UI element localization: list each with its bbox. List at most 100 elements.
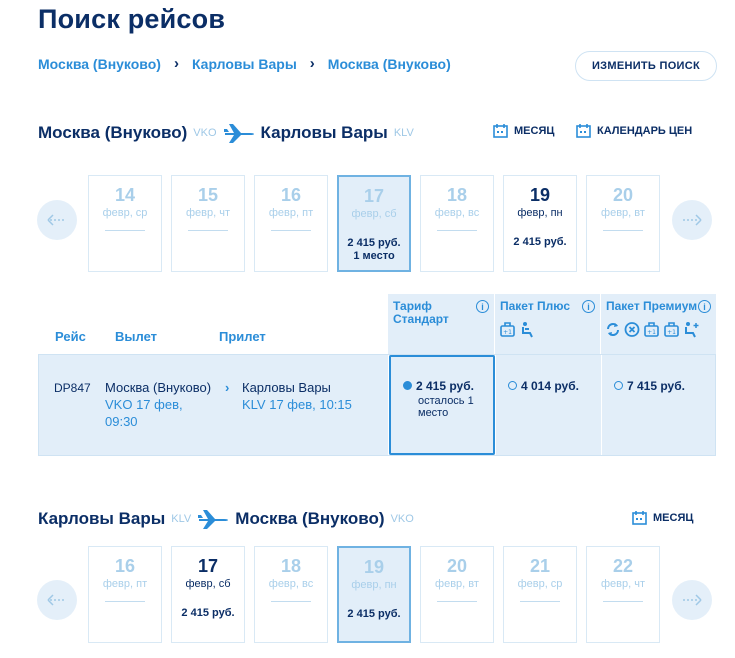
day-card[interactable]: 18 февр, вс [254, 546, 328, 643]
day-card[interactable]: 21 февр, ср [503, 546, 577, 643]
day-card[interactable]: 20 февр, вт [420, 546, 494, 643]
day-number: 20 [446, 556, 468, 576]
route-from: Москва (Внуково) [38, 123, 188, 142]
fare-price: 4 014 руб. [521, 379, 579, 393]
fare-price: 2 415 руб. [416, 379, 474, 393]
day-card[interactable]: 19 февр, пн 2 415 руб. [503, 175, 577, 272]
return-prev-days-arrow[interactable] [37, 580, 77, 620]
return-route-title: Карловы Вары KLV Москва (Внуково) VKO [38, 508, 414, 530]
tariff-features: +1 [499, 321, 536, 338]
next-days-arrow[interactable] [672, 200, 712, 240]
day-card[interactable]: 18 февр, вс [420, 175, 494, 272]
day-price: 2 415 руб. [347, 608, 401, 620]
no-price-dash [105, 230, 145, 232]
day-number: 20 [612, 185, 634, 205]
cancel-icon [624, 322, 640, 337]
day-number: 16 [280, 185, 302, 205]
fare-standard[interactable]: 2 415 руб. осталось 1 место [389, 355, 495, 455]
baggage-icon: +1 [644, 322, 659, 337]
day-card[interactable]: 14 февр, ср [88, 175, 162, 272]
departure-city: Москва (Внуково) [105, 380, 212, 395]
day-date: февр, чт [185, 207, 230, 219]
seat-icon [522, 322, 533, 338]
flights-table-header: Рейс Вылет Прилет Тариф Стандарт i Пакет… [38, 294, 716, 354]
day-card[interactable]: 20 февр, вт [586, 175, 660, 272]
svg-text:+1: +1 [647, 329, 656, 336]
calendar-icon [576, 124, 591, 138]
col-flight: Рейс [55, 329, 86, 344]
breadcrumb-return[interactable]: Москва (Внуково) [327, 55, 451, 72]
fare-note: осталось 1 место [418, 395, 474, 419]
day-number: 22 [612, 556, 634, 576]
day-card[interactable]: 16 февр, пт [254, 175, 328, 272]
day-date: февр, сб [351, 208, 397, 220]
day-card[interactable]: 17 февр, сб 2 415 руб. 1 место [337, 175, 411, 272]
month-label: МЕСЯЦ [514, 125, 555, 137]
breadcrumb: Москва (Внуково) › Карловы Вары › Москва… [38, 55, 451, 72]
breadcrumb-origin[interactable]: Москва (Внуково) [38, 55, 161, 72]
no-price-dash [437, 230, 477, 232]
arrow-right-icon [683, 214, 702, 226]
return-month-button[interactable]: МЕСЯЦ [632, 511, 693, 525]
fare-premium[interactable]: 7 415 руб. [602, 355, 715, 455]
chevron-right-icon: › [173, 55, 179, 72]
day-date: февр, чт [600, 578, 645, 590]
chevron-right-icon: › [309, 55, 315, 72]
day-price: 2 415 руб. 1 место [347, 237, 401, 262]
tariff-features: +1 +1 [605, 321, 700, 338]
day-date: февр, вт [435, 578, 479, 590]
no-price-dash [437, 601, 477, 603]
outbound-route-title: Москва (Внуково) VKO Карловы Вары KLV [38, 122, 414, 144]
baggage-icon: +1 [664, 322, 679, 337]
calendar-icon [493, 124, 508, 138]
arrival-info: Карловы Вары KLV 17 фев, 10:15 [242, 379, 382, 413]
no-price-dash [603, 601, 643, 603]
breadcrumb-destination[interactable]: Карловы Вары [191, 55, 297, 72]
tariff-name: Пакет Премиум [606, 299, 698, 313]
calendar-icon [632, 511, 647, 525]
day-price: 2 415 руб. [513, 236, 567, 248]
no-price-dash [105, 601, 145, 603]
route-from-code: VKO [193, 127, 217, 139]
day-date: февр, пт [268, 207, 314, 219]
day-date: февр, вс [268, 578, 314, 590]
info-icon[interactable]: i [476, 300, 489, 313]
fare-price: 7 415 руб. [627, 379, 685, 393]
seat-plus-icon [685, 322, 699, 338]
day-card[interactable]: 19 февр, пн 2 415 руб. [337, 546, 411, 643]
baggage-icon: +1 [500, 322, 515, 337]
radio-selected-icon [403, 381, 412, 391]
divider [495, 355, 496, 455]
radio-icon [508, 381, 517, 391]
day-card[interactable]: 15 февр, чт [171, 175, 245, 272]
day-card[interactable]: 17 февр, сб 2 415 руб. [171, 546, 245, 643]
arrow-right-icon [683, 594, 702, 606]
day-card[interactable]: 16 февр, пт [88, 546, 162, 643]
info-icon[interactable]: i [698, 300, 711, 313]
no-price-dash [271, 230, 311, 232]
flight-row[interactable]: DP847 Москва (Внуково) VKO 17 фев, 09:30… [38, 354, 716, 456]
day-number: 14 [114, 185, 136, 205]
route-to: Карловы Вары [260, 123, 388, 142]
return-next-days-arrow[interactable] [672, 580, 712, 620]
flight-number: DP847 [54, 381, 91, 395]
info-icon[interactable]: i [582, 300, 595, 313]
tariff-standard-header: Тариф Стандарт i [388, 294, 494, 354]
fare-plus[interactable]: 4 014 руб. [496, 355, 601, 455]
prev-days-arrow[interactable] [37, 200, 77, 240]
plane-icon [223, 122, 255, 144]
change-search-button[interactable]: ИЗМЕНИТЬ ПОИСК [575, 51, 717, 81]
route-to-code: VKO [390, 513, 414, 525]
price-calendar-label: КАЛЕНДАРЬ ЦЕН [597, 125, 693, 137]
no-price-dash [188, 230, 228, 232]
day-date: февр, ср [102, 207, 148, 219]
refresh-icon [607, 323, 619, 336]
day-date: февр, пн [517, 207, 563, 219]
radio-icon [614, 381, 623, 391]
price-calendar-button[interactable]: КАЛЕНДАРЬ ЦЕН [576, 124, 692, 138]
month-button[interactable]: МЕСЯЦ [493, 124, 554, 138]
route-from-code: KLV [171, 513, 192, 525]
day-card[interactable]: 22 февр, чт [586, 546, 660, 643]
day-date: февр, пн [351, 579, 397, 591]
tariff-name: Пакет Плюс [500, 299, 571, 313]
